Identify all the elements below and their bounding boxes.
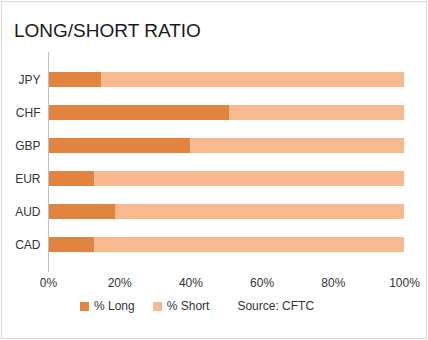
svg-text:60%: 60% [250,276,274,290]
html-text:% Long: % Long [94,299,135,313]
html-text:% Short: % Short [166,299,210,313]
svg-text:JPY: JPY [18,73,40,87]
html-text:LONG/SHORT RATIO: LONG/SHORT RATIO [14,20,201,41]
svg-text:40%: 40% [179,276,203,290]
svg-text:80%: 80% [321,276,345,290]
svg-text:AUD: AUD [15,205,41,219]
svg-text:100%: 100% [389,276,420,290]
svg-text:GBP: GBP [15,139,40,153]
svg-text:CAD: CAD [15,238,41,252]
svg-text:EUR: EUR [15,172,41,186]
svg-text:20%: 20% [108,276,132,290]
html-text:Source: CFTC: Source: CFTC [237,299,315,313]
svg-text:0%: 0% [40,276,58,290]
svg-text:CHF: CHF [16,106,41,120]
